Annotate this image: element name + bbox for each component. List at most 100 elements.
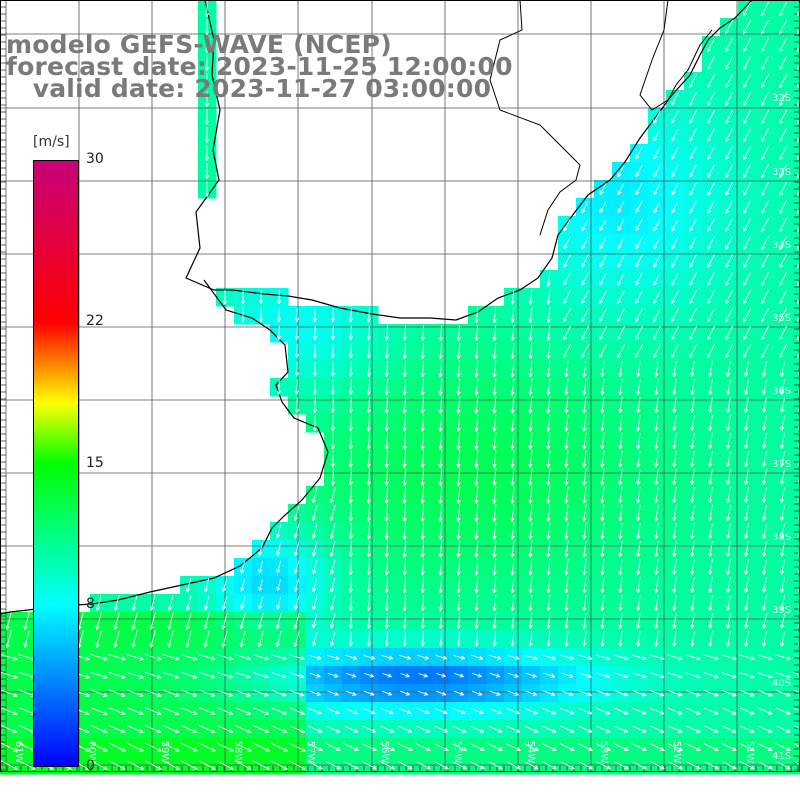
wind-arrow (632, 690, 647, 697)
wind-arrow (252, 742, 270, 752)
wind-arrow (380, 725, 395, 733)
wind-arrow (276, 560, 282, 574)
wind-arrow (402, 414, 407, 432)
wind-arrow (636, 540, 641, 558)
wind-arrow (235, 654, 252, 661)
wind-arrow (672, 631, 677, 647)
wind-arrow (216, 725, 234, 734)
wind-arrow (258, 578, 264, 592)
wind-arrow (294, 578, 300, 592)
wind-cell (792, 720, 800, 739)
lon-label-58W: 58W (232, 741, 243, 764)
wind-arrow (144, 707, 162, 715)
wind-arrow (487, 760, 503, 770)
wind-arrow (5, 612, 12, 630)
wind-arrow (222, 596, 228, 611)
wind-arrow (581, 254, 589, 268)
wind-arrow (523, 760, 539, 770)
wind-arrow (418, 690, 429, 696)
wind-arrow (108, 689, 126, 697)
wind-arrow (474, 378, 479, 396)
wind-arrow (743, 164, 751, 178)
wind-arrow (294, 344, 300, 359)
wind-arrow (577, 725, 593, 733)
wind-arrow (564, 360, 569, 378)
wind-arrow (420, 450, 425, 468)
wind-arrow (689, 128, 697, 142)
wind-arrow (402, 540, 407, 558)
wind-arrow (671, 218, 679, 232)
wind-arrow (708, 451, 713, 468)
wind-arrow (523, 743, 539, 751)
wind-arrow (778, 307, 788, 323)
wind-arrow (761, 164, 769, 178)
wind-arrow (239, 613, 246, 630)
wind-arrow (348, 595, 353, 611)
wind-cell (792, 414, 800, 433)
wind-arrow (384, 631, 389, 647)
wind-arrow (198, 760, 216, 770)
wind-arrow (90, 654, 108, 661)
wind-arrow (614, 672, 628, 679)
wind-arrow (671, 110, 679, 124)
wind-arrow (343, 725, 359, 733)
wind-arrow (685, 707, 701, 715)
wind-arrow (438, 378, 443, 396)
wind-arrow (546, 468, 551, 486)
wind-cell (792, 468, 800, 487)
wind-arrow (778, 272, 787, 287)
wind-arrow (762, 541, 767, 557)
wind-cell (792, 666, 800, 685)
wind-arrow (198, 654, 216, 661)
wind-arrow (546, 522, 551, 540)
wind-arrow (780, 397, 786, 413)
wind-arrow (108, 725, 126, 734)
wind-arrow (384, 558, 389, 576)
wind-arrow (671, 128, 679, 142)
wind-arrow (760, 343, 770, 359)
wind-arrow (366, 504, 371, 522)
lat-label-40S: 40S (772, 678, 791, 689)
wind-arrow (185, 630, 192, 648)
wind-arrow (739, 760, 755, 770)
wind-arrow (582, 450, 587, 468)
wind-arrow (162, 742, 180, 752)
wind-arrow (348, 450, 353, 468)
wind-arrow (721, 707, 737, 715)
wind-arrow (453, 690, 465, 696)
wind-arrow (744, 577, 749, 593)
wind-arrow (726, 487, 731, 504)
wind-arrow (420, 558, 425, 576)
wind-arrow (384, 504, 389, 522)
wind-arrow (384, 361, 389, 378)
wind-arrow (276, 290, 282, 305)
wind-arrow (289, 707, 305, 715)
wind-arrow (613, 654, 629, 661)
wind-arrow (672, 468, 677, 486)
wind-arrow (667, 725, 683, 733)
wind-arrow (474, 594, 479, 612)
wind-arrow (743, 110, 751, 125)
wind-arrow (672, 486, 677, 504)
wind-arrow (366, 325, 371, 341)
wind-arrow (510, 396, 515, 414)
wind-arrow (600, 414, 605, 432)
title-valid-date: valid date: 2023-11-27 03:00:00 (6, 74, 492, 103)
wind-arrow (635, 308, 643, 322)
wind-arrow (252, 725, 270, 734)
wind-arrow (578, 672, 592, 679)
wind-arrow (739, 725, 755, 733)
wind-arrow (617, 165, 625, 178)
wind-arrow (780, 487, 786, 503)
wind-arrow (636, 379, 641, 396)
wind-arrow (290, 672, 304, 679)
wind-arrow (596, 672, 610, 679)
wind-arrow (492, 450, 497, 468)
wind-arrow (778, 128, 787, 143)
wind-arrow (617, 201, 625, 214)
wind-arrow (744, 595, 749, 611)
wind-arrow (707, 290, 715, 304)
wind-arrow (689, 200, 697, 214)
wind-arrow (725, 146, 733, 160)
wind-arrow (162, 725, 180, 734)
